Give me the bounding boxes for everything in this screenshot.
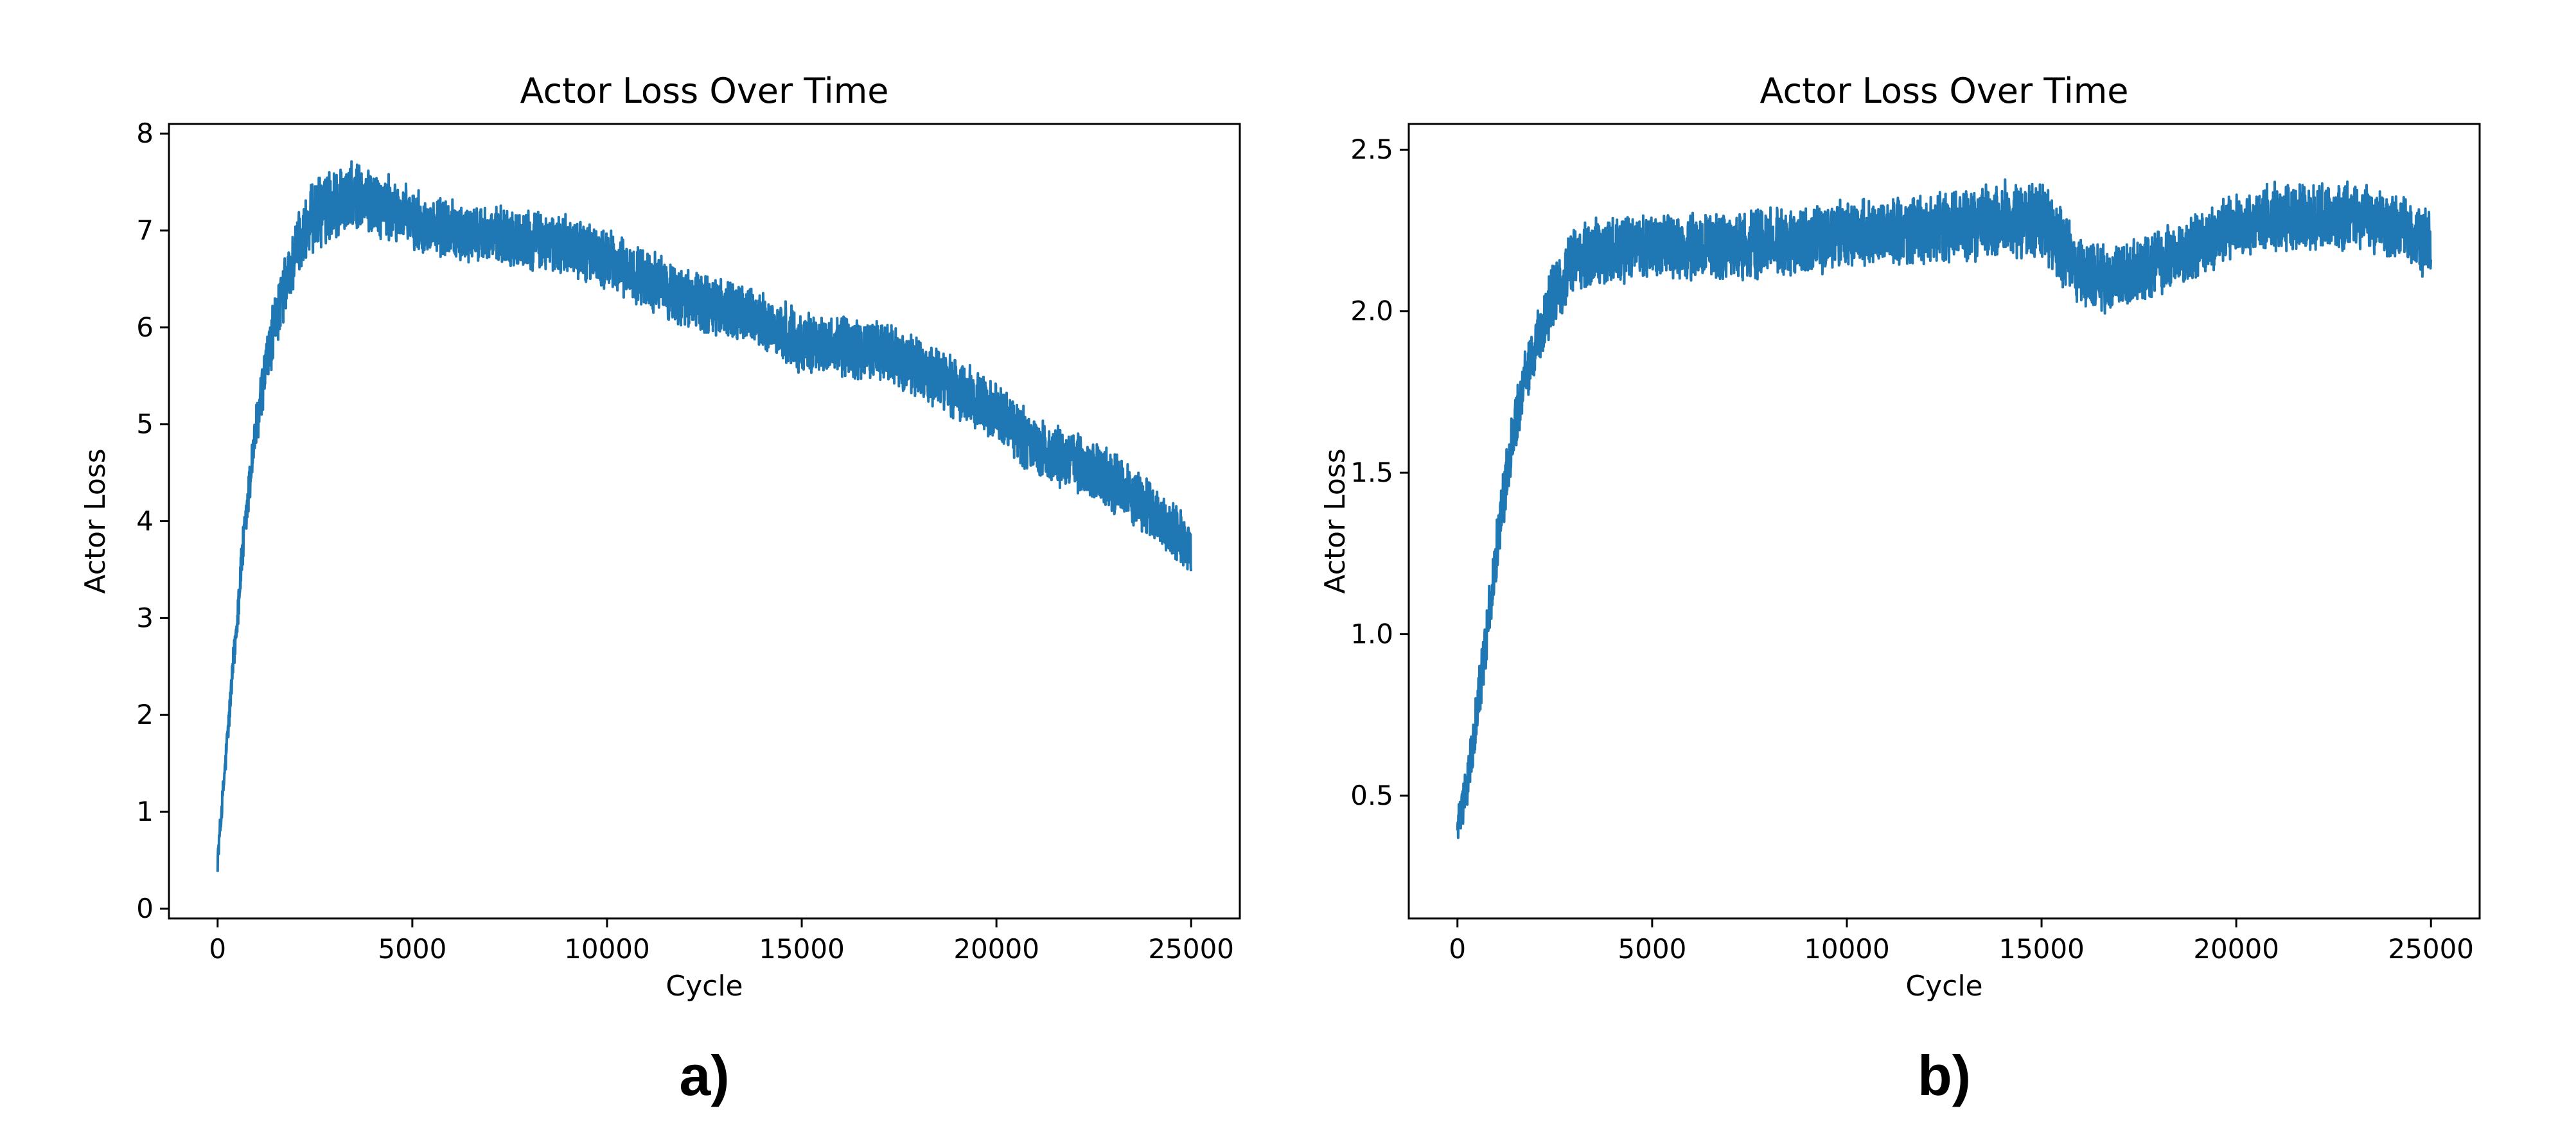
chart-title: Actor Loss Over Time <box>520 71 888 111</box>
series-line <box>216 160 1192 872</box>
x-tick-label: 10000 <box>1804 933 1890 965</box>
series-line <box>1456 178 2432 839</box>
x-tick-label: 10000 <box>564 933 650 965</box>
data-marks <box>216 160 1192 872</box>
x-tick-label: 0 <box>1449 933 1466 965</box>
x-tick-label: 20000 <box>953 933 1039 965</box>
chart-panel-a: Actor Loss Over Time Cycle Actor Loss a)… <box>79 71 1241 1107</box>
y-axis-label: Actor Loss <box>1319 448 1352 593</box>
data-marks <box>1456 178 2432 839</box>
tick-group: 0 5000 10000 15000 20000 25000 0 1 2 3 4 5 6 7 8 <box>136 118 1234 965</box>
x-tick-label: 15000 <box>1998 933 2085 965</box>
y-tick-label: 0.5 <box>1350 780 1393 811</box>
y-tick-label: 5 <box>136 408 154 440</box>
y-tick-label: 8 <box>136 118 154 149</box>
y-tick-label: 1.0 <box>1350 618 1393 649</box>
y-tick-label: 3 <box>136 602 154 633</box>
y-tick-label: 4 <box>136 505 154 537</box>
plot-frame <box>1407 123 2481 920</box>
x-tick-label: 5000 <box>1618 933 1686 965</box>
x-tick-label: 20000 <box>2193 933 2279 965</box>
y-tick-label: 1.5 <box>1350 457 1393 488</box>
panel-label: b) <box>1918 1044 1971 1107</box>
x-tick-label: 0 <box>209 933 226 965</box>
y-axis-label: Actor Loss <box>79 448 112 593</box>
y-tick-label: 2 <box>136 699 154 730</box>
y-tick-label: 0 <box>136 893 154 924</box>
chart-panel-b: Actor Loss Over Time Cycle Actor Loss b)… <box>1319 71 2481 1107</box>
y-tick-label: 6 <box>136 311 154 343</box>
plot-frame <box>168 123 1241 920</box>
y-tick-label: 1 <box>136 796 154 827</box>
y-tick-label: 7 <box>136 215 154 246</box>
panel-label: a) <box>679 1044 729 1107</box>
x-tick-label: 15000 <box>759 933 845 965</box>
x-tick-label: 5000 <box>378 933 446 965</box>
x-axis-label: Cycle <box>1905 970 1982 1003</box>
tick-group: 0 5000 10000 15000 20000 25000 0.5 1.0 1.5 2.0 2.5 <box>1350 134 2474 965</box>
x-tick-label: 25000 <box>1148 933 1234 965</box>
x-axis-label: Cycle <box>666 970 743 1003</box>
chart-title: Actor Loss Over Time <box>1760 71 2128 111</box>
x-tick-label: 25000 <box>2388 933 2474 965</box>
y-tick-label: 2.5 <box>1350 134 1393 165</box>
y-tick-label: 2.0 <box>1350 295 1393 327</box>
